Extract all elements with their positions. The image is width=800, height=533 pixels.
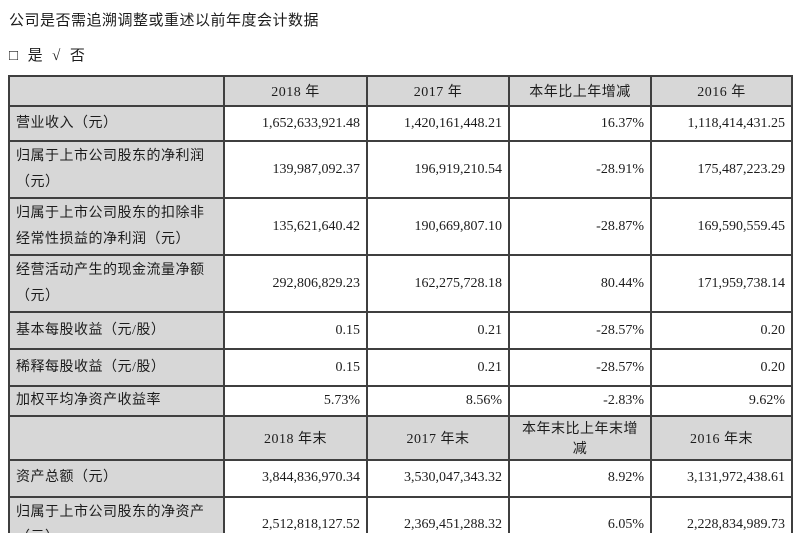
cell-2018: 3,844,836,970.34 [223,458,368,498]
header-2016: 2016 年 [650,75,793,107]
cell-2016: 171,959,738.14 [650,254,793,313]
cell-change: 80.44% [508,254,652,313]
table-row: 加权平均净资产收益率 5.73% 8.56% -2.83% 9.62% [8,385,793,417]
header-row-annual: 2018 年 2017 年 本年比上年增减 2016 年 [8,75,793,107]
cell-2018: 1,652,633,921.48 [223,105,368,142]
row-label: 归属于上市公司股东的净资产（元） [8,495,225,533]
header-2018: 2018 年 [223,75,368,107]
cell-2018: 0.15 [223,348,368,387]
cell-2018: 2,512,818,127.52 [223,495,368,533]
row-label: 经营活动产生的现金流量净额（元） [8,254,225,313]
row-label: 基本每股收益（元/股） [8,311,225,350]
cell-2017: 2,369,451,288.32 [366,495,510,533]
header-yoy-change: 本年比上年增减 [508,75,652,107]
header-row-yearend: 2018 年末 2017 年末 本年末比上年末增减 2016 年末 [8,414,793,461]
cell-2016: 169,590,559.45 [650,197,793,256]
table-row: 营业收入（元） 1,652,633,921.48 1,420,161,448.2… [8,105,793,142]
checkmark-icon: √ [52,48,61,64]
row-label: 稀释每股收益（元/股） [8,348,225,387]
cell-change: -28.57% [508,348,652,387]
row-label: 归属于上市公司股东的扣除非经常性损益的净利润（元） [8,197,225,256]
row-label: 资产总额（元） [8,458,225,498]
question-text: 公司是否需追溯调整或重述以前年度会计数据 [9,13,320,29]
cell-2018: 139,987,092.37 [223,140,368,199]
checkbox-empty-icon: □ [9,48,19,64]
row-label: 归属于上市公司股东的净利润（元） [8,140,225,199]
cell-2017: 0.21 [366,348,510,387]
table-row: 资产总额（元） 3,844,836,970.34 3,530,047,343.3… [8,458,793,498]
header-blank-cell [8,414,225,461]
header-yearend-change: 本年末比上年末增减 [508,414,652,461]
cell-2016: 2,228,834,989.73 [650,495,793,533]
table-row: 经营活动产生的现金流量净额（元） 292,806,829.23 162,275,… [8,254,793,313]
cell-2017: 162,275,728.18 [366,254,510,313]
cell-2016: 1,118,414,431.25 [650,105,793,142]
table-row: 归属于上市公司股东的扣除非经常性损益的净利润（元） 135,621,640.42… [8,197,793,256]
cell-2016: 9.62% [650,385,793,417]
cell-2017: 190,669,807.10 [366,197,510,256]
option-yes-label: 是 [27,48,44,64]
cell-2017: 3,530,047,343.32 [366,458,510,498]
cell-2018: 5.73% [223,385,368,417]
cell-2017: 1,420,161,448.21 [366,105,510,142]
option-no-label: 否 [69,48,86,64]
yes-no-option-line: □ 是 √ 否 [9,44,800,65]
cell-change: -28.57% [508,311,652,350]
cell-2017: 196,919,210.54 [366,140,510,199]
cell-2018: 0.15 [223,311,368,350]
cell-2017: 0.21 [366,311,510,350]
cell-2016: 0.20 [650,348,793,387]
row-label: 营业收入（元） [8,105,225,142]
cell-change: -2.83% [508,385,652,417]
table-row: 基本每股收益（元/股） 0.15 0.21 -28.57% 0.20 [8,311,793,350]
cell-change: 8.92% [508,458,652,498]
cell-change: -28.91% [508,140,652,199]
cell-2016: 3,131,972,438.61 [650,458,793,498]
cell-2016: 0.20 [650,311,793,350]
table-row: 归属于上市公司股东的净利润（元） 139,987,092.37 196,919,… [8,140,793,199]
cell-change: 16.37% [508,105,652,142]
cell-change: -28.87% [508,197,652,256]
table-row: 稀释每股收益（元/股） 0.15 0.21 -28.57% 0.20 [8,348,793,387]
header-2017-end: 2017 年末 [366,414,510,461]
header-2018-end: 2018 年末 [223,414,368,461]
cell-2018: 292,806,829.23 [223,254,368,313]
cell-change: 6.05% [508,495,652,533]
cell-2016: 175,487,223.29 [650,140,793,199]
header-2016-end: 2016 年末 [650,414,793,461]
table-row: 归属于上市公司股东的净资产（元） 2,512,818,127.52 2,369,… [8,495,793,533]
row-label: 加权平均净资产收益率 [8,385,225,417]
cell-2017: 8.56% [366,385,510,417]
financial-summary-table: 2018 年 2017 年 本年比上年增减 2016 年 营业收入（元） 1,6… [8,75,793,533]
cell-2018: 135,621,640.42 [223,197,368,256]
header-blank-cell [8,75,225,107]
header-2017: 2017 年 [366,75,510,107]
